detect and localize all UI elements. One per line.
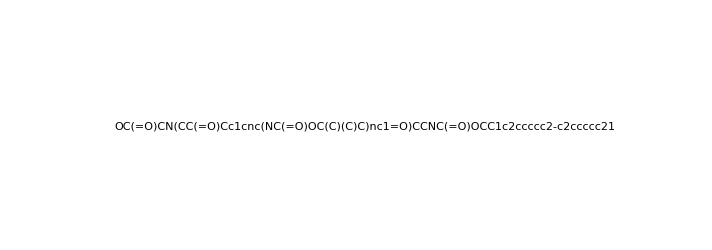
Text: OC(=O)CN(CC(=O)Cc1cnc(NC(=O)OC(C)(C)C)nc1=O)CCNC(=O)OCC1c2ccccc2-c2ccccc21: OC(=O)CN(CC(=O)Cc1cnc(NC(=O)OC(C)(C)C)nc… [115,121,615,131]
